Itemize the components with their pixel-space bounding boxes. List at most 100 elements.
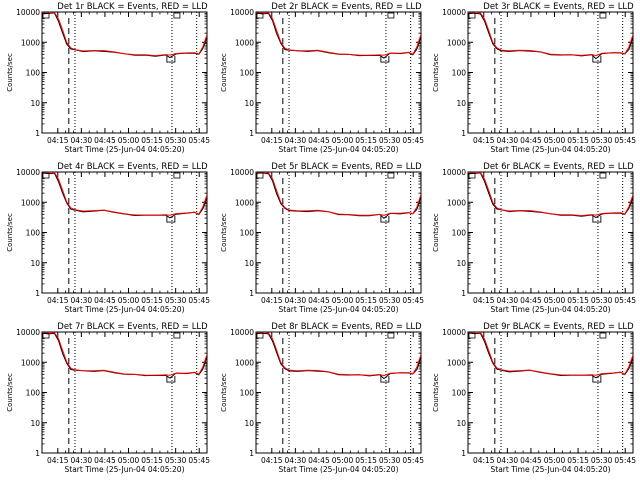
x-tick-label: 05:30 bbox=[591, 136, 613, 145]
x-tick-label: 04:15 bbox=[261, 456, 283, 465]
y-tick-label: 1000 bbox=[235, 198, 254, 207]
x-tick-label: 05:00 bbox=[118, 456, 140, 465]
y-axis-label: Counts/sec bbox=[432, 213, 440, 252]
y-tick-label: 100 bbox=[26, 229, 41, 238]
plot-frame bbox=[467, 331, 634, 454]
x-axis-label: Start Time (25-Jun-04 04:05:20) bbox=[491, 145, 611, 154]
x-tick-label: 05:30 bbox=[165, 136, 187, 145]
x-tick-label: 05:45 bbox=[614, 456, 636, 465]
x-tick-label: 05:00 bbox=[118, 136, 140, 145]
plot-frame bbox=[41, 331, 208, 454]
chart-title: Det 6r BLACK = Events, RED = LLD bbox=[483, 162, 634, 172]
series-events-line bbox=[256, 12, 421, 59]
x-axis-label: Start Time (25-Jun-04 04:05:20) bbox=[279, 145, 399, 154]
x-tick-label: 04:45 bbox=[94, 456, 116, 465]
y-tick-label: 10000 bbox=[230, 328, 254, 337]
x-tick-label: 05:00 bbox=[332, 456, 354, 465]
x-tick-label: 04:30 bbox=[285, 456, 307, 465]
x-tick-label: 05:30 bbox=[379, 456, 401, 465]
y-tick-label: 10000 bbox=[16, 168, 40, 177]
chart-title: Det 5r BLACK = Events, RED = LLD bbox=[271, 162, 422, 172]
x-tick-label: 05:00 bbox=[544, 456, 566, 465]
top-marker bbox=[599, 332, 607, 339]
top-marker bbox=[387, 172, 395, 179]
y-tick-label: 10 bbox=[456, 419, 466, 428]
series-events-line bbox=[256, 332, 421, 380]
series-lld-line bbox=[42, 332, 207, 376]
y-tick-label: 10000 bbox=[230, 8, 254, 17]
y-tick-label: 10 bbox=[30, 259, 40, 268]
y-tick-label: 100 bbox=[452, 69, 467, 78]
top-marker bbox=[387, 12, 395, 19]
y-tick-label: 1 bbox=[461, 289, 466, 298]
x-tick-label: 05:45 bbox=[614, 296, 636, 305]
x-tick-label: 05:45 bbox=[614, 136, 636, 145]
series-events-line bbox=[468, 172, 633, 219]
plot-frame bbox=[255, 331, 422, 454]
y-axis-label: Counts/sec bbox=[220, 53, 228, 92]
top-marker bbox=[173, 12, 181, 19]
x-tick-label: 04:15 bbox=[47, 456, 69, 465]
x-tick-label: 05:00 bbox=[544, 296, 566, 305]
series-events-line bbox=[42, 12, 207, 59]
x-tick-label: 05:30 bbox=[165, 296, 187, 305]
y-tick-label: 10 bbox=[244, 99, 254, 108]
chart-panel-1: Det 1r BLACK = Events, RED = LLD 1 10 100 10… bbox=[6, 2, 210, 154]
series-events-line bbox=[468, 12, 633, 60]
y-tick-label: 1000 bbox=[235, 38, 254, 47]
series-events-line bbox=[42, 332, 207, 379]
plot-frame bbox=[467, 11, 634, 134]
x-axis-label: Start Time (25-Jun-04 04:05:20) bbox=[65, 305, 185, 314]
x-tick-label: 05:15 bbox=[141, 456, 163, 465]
x-tick-label: 04:30 bbox=[71, 456, 93, 465]
y-tick-label: 100 bbox=[240, 229, 255, 238]
y-tick-label: 10 bbox=[456, 259, 466, 268]
x-tick-label: 04:30 bbox=[497, 456, 519, 465]
y-tick-label: 10 bbox=[244, 259, 254, 268]
x-tick-label: 05:15 bbox=[355, 136, 377, 145]
x-tick-label: 05:00 bbox=[332, 136, 354, 145]
y-tick-label: 100 bbox=[26, 69, 41, 78]
y-tick-label: 100 bbox=[240, 389, 255, 398]
x-tick-label: 04:45 bbox=[308, 456, 330, 465]
x-tick-label: 05:30 bbox=[591, 296, 613, 305]
series-lld-line bbox=[42, 12, 207, 57]
series-lld-line bbox=[42, 172, 207, 216]
x-tick-label: 04:45 bbox=[308, 296, 330, 305]
dip-marker bbox=[166, 216, 176, 223]
x-tick-label: 04:15 bbox=[473, 136, 495, 145]
dip-marker bbox=[592, 216, 602, 223]
series-lld-line bbox=[468, 172, 633, 217]
y-tick-label: 1000 bbox=[447, 358, 466, 367]
y-axis-label: Counts/sec bbox=[432, 373, 440, 412]
corner-marker bbox=[42, 12, 50, 19]
series-events-line bbox=[42, 172, 207, 219]
x-tick-label: 04:15 bbox=[473, 456, 495, 465]
dip-marker bbox=[592, 56, 602, 63]
x-tick-label: 05:15 bbox=[567, 456, 589, 465]
y-tick-label: 10 bbox=[30, 99, 40, 108]
x-tick-label: 05:45 bbox=[188, 136, 210, 145]
y-axis-label: Counts/sec bbox=[220, 373, 228, 412]
plot-frame bbox=[255, 171, 422, 294]
x-axis-label: Start Time (25-Jun-04 04:05:20) bbox=[279, 305, 399, 314]
y-tick-label: 10000 bbox=[16, 8, 40, 17]
y-tick-label: 1000 bbox=[447, 198, 466, 207]
corner-marker bbox=[42, 332, 50, 339]
x-tick-label: 04:15 bbox=[47, 136, 69, 145]
y-tick-label: 100 bbox=[452, 389, 467, 398]
y-tick-label: 10000 bbox=[442, 168, 466, 177]
y-tick-label: 10 bbox=[456, 99, 466, 108]
plot-frame bbox=[41, 11, 208, 134]
x-tick-label: 05:15 bbox=[141, 296, 163, 305]
chart-panel-7: Det 7r BLACK = Events, RED = LLD 1 10 100 10… bbox=[6, 322, 210, 474]
y-tick-label: 1000 bbox=[21, 38, 40, 47]
x-tick-label: 04:30 bbox=[71, 136, 93, 145]
y-tick-label: 1 bbox=[35, 289, 40, 298]
x-tick-label: 05:30 bbox=[379, 136, 401, 145]
x-tick-label: 05:15 bbox=[567, 136, 589, 145]
x-tick-label: 04:30 bbox=[285, 136, 307, 145]
series-lld-line bbox=[256, 12, 421, 56]
x-tick-label: 05:45 bbox=[402, 456, 424, 465]
